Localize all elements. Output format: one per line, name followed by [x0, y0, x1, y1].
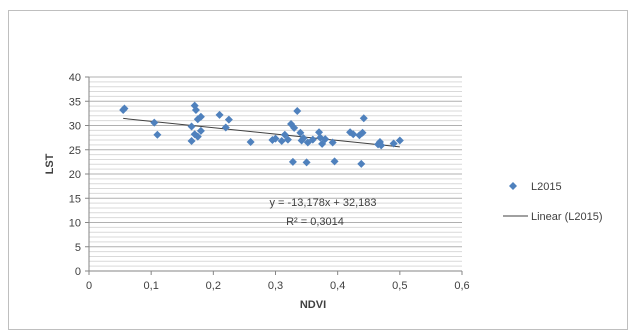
data-point	[359, 114, 368, 123]
trendline-layer	[123, 117, 400, 148]
axes: 0 5 10 15 20 25 30 35 40 0 0,1 0,2 0,3 0,4 0,5 0,6	[69, 72, 470, 292]
data-point	[191, 105, 200, 114]
data-point	[395, 136, 404, 145]
y-tick-label: 40	[69, 72, 81, 84]
data-point	[271, 134, 280, 143]
x-tick-label: 0,6	[454, 280, 469, 292]
y-tick-label: 25	[69, 145, 81, 157]
data-point	[293, 106, 302, 115]
data-point	[377, 141, 386, 150]
data-point	[193, 132, 202, 141]
x-tick-label: 0,1	[144, 280, 159, 292]
data-point	[330, 157, 339, 166]
data-point	[190, 130, 199, 139]
data-point	[296, 128, 305, 137]
trendline-equation: y = -13,178x + 32,183	[269, 197, 376, 209]
x-tick-label: 0,4	[330, 280, 345, 292]
x-tick-label: 0,3	[268, 280, 283, 292]
gridlines	[89, 76, 462, 267]
y-tick-label: 10	[69, 218, 81, 230]
y-axis-title: LST	[44, 153, 56, 174]
data-point	[308, 135, 317, 144]
r-squared-label: R² = 0,3014	[286, 216, 344, 228]
y-tick-label: 0	[75, 266, 81, 278]
data-point	[221, 123, 230, 132]
data-point	[120, 104, 129, 113]
trendline	[123, 117, 400, 148]
data-point	[328, 138, 337, 147]
data-point	[246, 137, 255, 146]
data-point	[357, 159, 366, 168]
y-tick-label: 30	[69, 121, 81, 133]
data-point	[153, 130, 162, 139]
data-point	[187, 137, 196, 146]
x-tick-label: 0,5	[392, 280, 407, 292]
data-point	[290, 123, 299, 132]
data-point	[389, 139, 398, 148]
y-tick-label: 35	[69, 96, 81, 108]
y-tick-label: 15	[69, 193, 81, 205]
legend: L2015 Linear (L2015)	[503, 181, 603, 223]
data-point	[224, 115, 233, 124]
scatter-chart: 0 5 10 15 20 25 30 35 40 0 0,1 0,2 0,3 0,4 0,5 0,6 NDVI…	[44, 72, 603, 311]
data-point	[150, 118, 159, 127]
data-point	[321, 135, 330, 144]
x-tick-label: 0	[86, 280, 92, 292]
data-point	[283, 135, 292, 144]
data-point	[346, 128, 355, 137]
data-points	[119, 101, 404, 168]
data-point	[358, 128, 367, 137]
x-tick-label: 0,2	[206, 280, 221, 292]
data-point	[215, 110, 224, 119]
data-point	[187, 122, 196, 131]
data-point	[302, 158, 311, 167]
data-point	[315, 128, 324, 137]
data-point	[288, 157, 297, 166]
data-point	[277, 137, 286, 146]
y-tick-label: 20	[69, 169, 81, 181]
data-point	[196, 112, 205, 121]
legend-marker-series	[509, 182, 517, 190]
x-axis-title: NDVI	[300, 299, 326, 311]
legend-label-series: L2015	[531, 181, 562, 193]
legend-label-trendline: Linear (L2015)	[531, 211, 603, 223]
data-point	[349, 130, 358, 139]
y-tick-label: 5	[75, 242, 81, 254]
chart-area: 0 5 10 15 20 25 30 35 40 0 0,1 0,2 0,3 0,4 0,5 0,6 NDVI…	[8, 10, 628, 330]
data-point	[299, 134, 308, 143]
